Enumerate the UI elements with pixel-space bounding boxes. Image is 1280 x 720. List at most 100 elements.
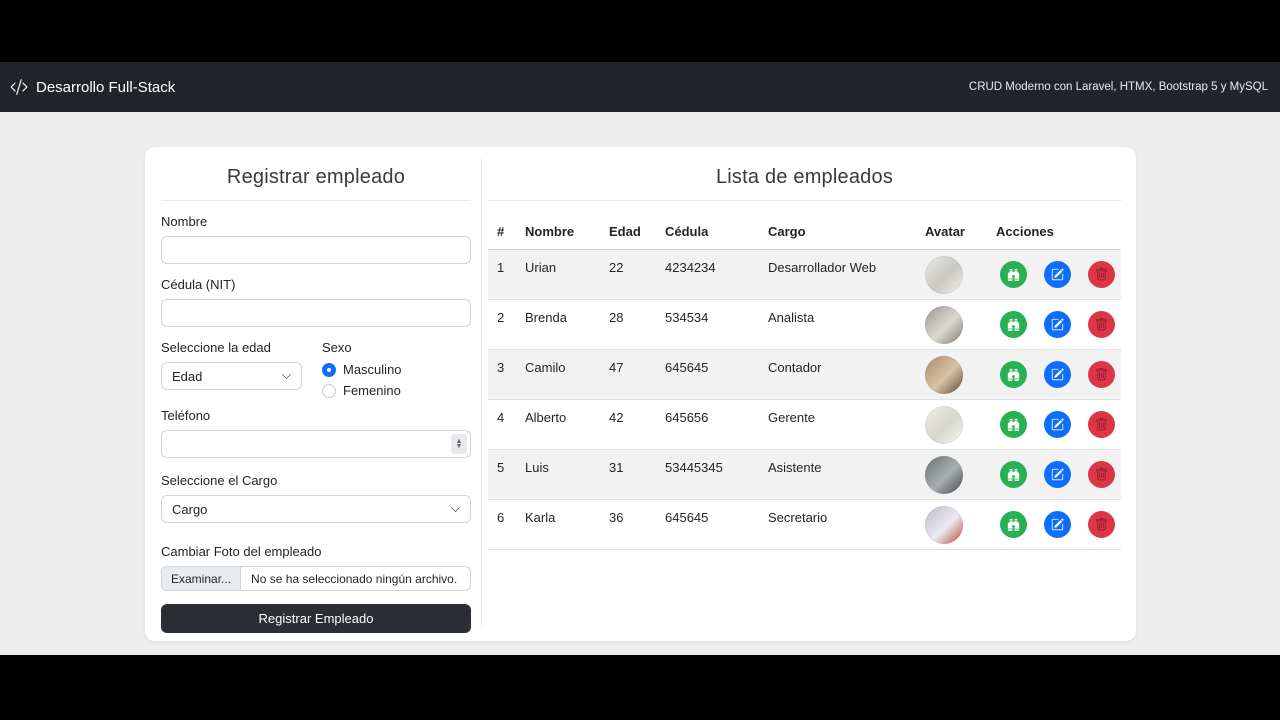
edit-button[interactable] [1044,311,1071,338]
view-button[interactable] [1000,261,1027,288]
table-title: Lista de empleados [715,166,894,188]
delete-button[interactable] [1088,261,1115,288]
number-spinner[interactable]: ▲ ▼ [451,434,467,454]
table-row: 3 Camilo 47 645645 Contador [488,350,1121,400]
cell-actions [996,350,1121,399]
trash-icon [1096,318,1107,331]
cell-nombre: Urian [525,260,557,275]
cell-avatar [925,450,996,499]
edit-button[interactable] [1044,461,1071,488]
form-title-divider [161,200,471,201]
navbar-brand[interactable]: Desarrollo Full-Stack [10,78,175,96]
edit-button[interactable] [1044,411,1071,438]
cedula-input[interactable] [161,299,471,327]
trash-icon [1096,268,1107,281]
trash-icon [1096,368,1107,381]
employee-avatar [925,455,963,494]
table-row: 5 Luis 31 53445345 Asistente [488,450,1121,500]
cargo-select[interactable]: Cargo [161,495,471,523]
sexo-option-masculino: Masculino [322,362,471,377]
table-row: 1 Urian 22 4234234 Desarrollador Web [488,250,1121,300]
cell-id: 6 [497,510,505,525]
register-form-panel: Registrar empleado Nombre Cédula (NIT) S… [161,159,482,633]
pencil-square-icon [1051,318,1064,331]
view-button[interactable] [1000,361,1027,388]
col-header-edad: Edad [609,224,641,239]
cell-cedula: 645645 [665,510,709,525]
trash-icon [1096,518,1107,531]
cell-edad: 22 [609,260,624,275]
delete-button[interactable] [1088,511,1115,538]
employee-table: # Nombre Edad Cédula Cargo Avatar Accion… [488,215,1121,550]
cell-avatar [925,250,996,299]
col-header-cargo: Cargo [768,224,806,239]
table-row: 6 Karla 36 645645 Secretario [488,500,1121,550]
radio-masculino[interactable] [322,362,336,377]
delete-button[interactable] [1088,361,1115,388]
chevron-down-icon [281,371,292,382]
cell-edad: 28 [609,310,624,325]
binoculars-icon [1007,468,1020,481]
radio-masculino-label: Masculino [343,362,402,377]
navbar-tagline: CRUD Moderno con Laravel, HTMX, Bootstra… [968,81,1268,93]
file-browse-button[interactable]: Examinar... [162,567,242,590]
sexo-label: Sexo [322,340,352,355]
cell-cargo: Gerente [768,410,815,425]
binoculars-icon [1007,518,1020,531]
cell-cargo: Desarrollador Web [768,260,877,275]
cedula-label: Cédula (NIT) [161,277,236,292]
cell-actions [996,250,1121,299]
foto-file-input[interactable]: Examinar... No se ha seleccionado ningún… [161,566,471,591]
radio-femenino-label: Femenino [343,383,401,398]
view-button[interactable] [1000,411,1027,438]
cell-cargo: Analista [768,310,815,325]
cell-actions [996,450,1121,499]
cell-nombre: Luis [525,460,549,475]
cell-cedula: 53445345 [665,460,723,475]
delete-button[interactable] [1088,411,1115,438]
table-title-divider [488,200,1121,201]
col-header-num: # [497,224,505,239]
view-button[interactable] [1000,461,1027,488]
cell-avatar [925,400,996,449]
view-button[interactable] [1000,311,1027,338]
employee-avatar [925,355,963,394]
pencil-square-icon [1051,418,1064,431]
view-button[interactable] [1000,511,1027,538]
col-header-cedula: Cédula [665,224,709,239]
radio-femenino[interactable] [322,383,336,398]
edad-select[interactable]: Edad [161,362,302,390]
cell-cargo: Contador [768,360,822,375]
delete-button[interactable] [1088,311,1115,338]
delete-button[interactable] [1088,461,1115,488]
sexo-option-femenino: Femenino [322,383,471,398]
registrar-empleado-button[interactable]: Registrar Empleado [161,604,471,633]
edit-button[interactable] [1044,261,1071,288]
cargo-label: Seleccione el Cargo [161,473,278,488]
cell-edad: 31 [609,460,624,475]
cell-edad: 47 [609,360,624,375]
col-header-avatar: Avatar [925,224,965,239]
edit-button[interactable] [1044,361,1071,388]
pencil-square-icon [1051,468,1064,481]
table-body: 1 Urian 22 4234234 Desarrollador Web 2 Brenda 2… [488,250,1121,550]
cargo-select-value: Cargo [172,501,208,517]
cell-actions [996,300,1121,349]
form-title: Registrar empleado [226,166,406,188]
edad-label: Seleccione la edad [161,340,271,355]
cell-nombre: Camilo [525,360,566,375]
nombre-input[interactable] [161,236,471,264]
cell-avatar [925,300,996,349]
cell-nombre: Alberto [525,410,567,425]
employee-avatar [925,255,963,294]
telefono-input[interactable] [161,430,471,458]
cell-cedula: 534534 [665,310,709,325]
letterbox-bottom [0,655,1280,720]
table-row: 4 Alberto 42 645656 Gerente [488,400,1121,450]
edit-button[interactable] [1044,511,1071,538]
navbar: Desarrollo Full-Stack CRUD Moderno con L… [0,62,1280,112]
employee-avatar [925,505,963,544]
col-header-nombre: Nombre [525,224,575,239]
cell-avatar [925,350,996,399]
spinner-down-icon: ▼ [455,443,463,450]
